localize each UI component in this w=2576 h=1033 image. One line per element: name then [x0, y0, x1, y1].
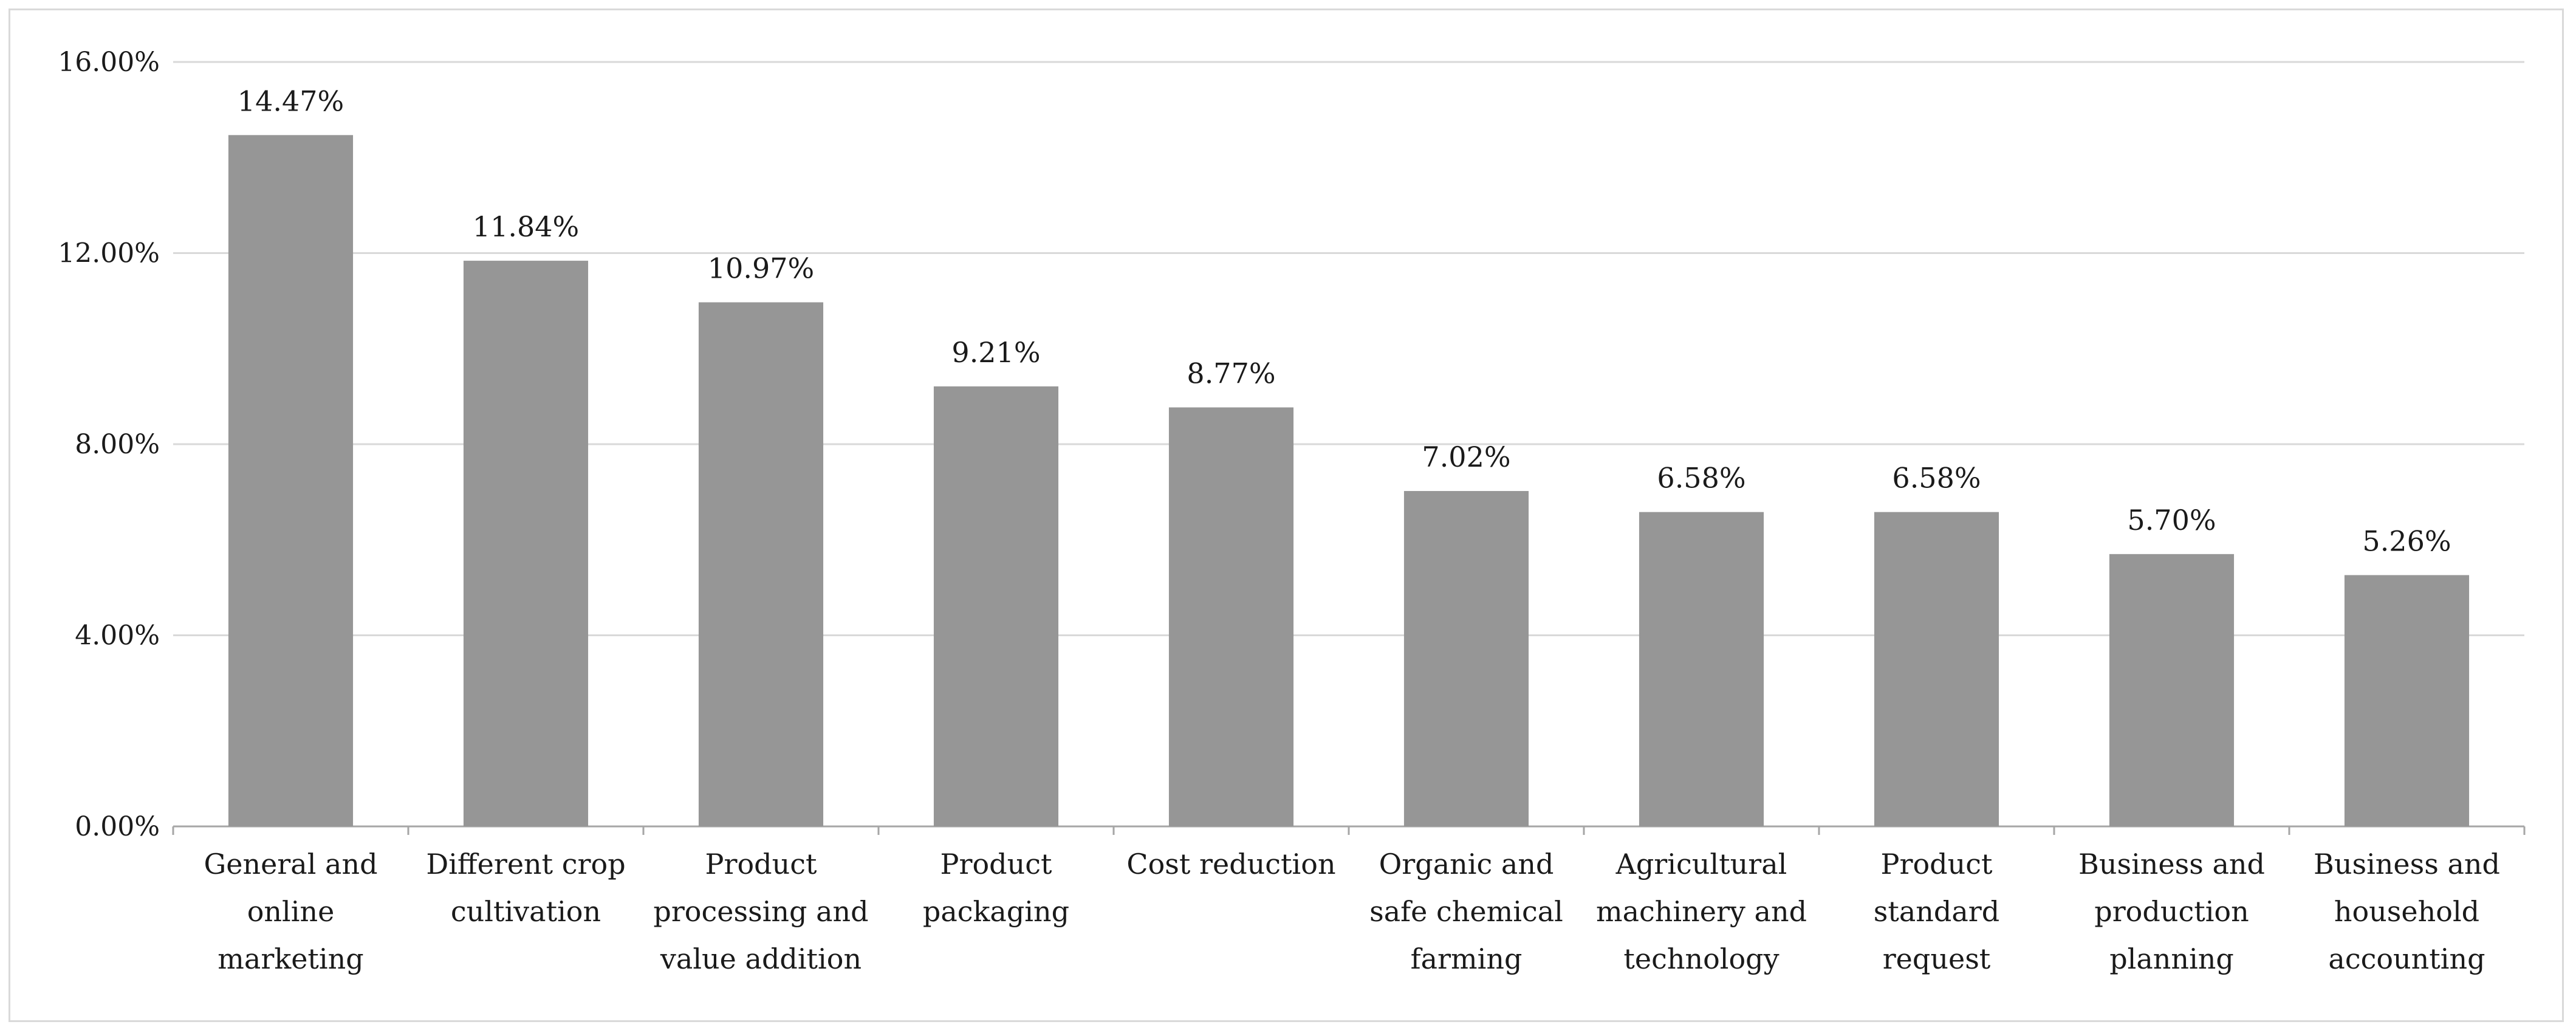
category-label: Business and production planning — [2078, 848, 2265, 975]
bar — [228, 135, 354, 826]
data-label: 11.84% — [473, 210, 579, 243]
data-label: 10.97% — [708, 252, 814, 284]
y-tick-label: 8.00% — [75, 429, 160, 460]
bar — [463, 261, 589, 827]
category-label: Business and household accounting — [2314, 848, 2500, 975]
category-label: Different crop cultivation — [426, 848, 625, 928]
category-label: Product processing and value addition — [653, 848, 868, 975]
y-tick-label: 0.00% — [75, 811, 160, 842]
category-label: General and online marketing — [204, 848, 377, 975]
category-label: Organic and safe chemical farming — [1369, 848, 1563, 975]
bar — [933, 386, 1059, 826]
bar — [1168, 407, 1294, 826]
bar — [1639, 512, 1764, 826]
y-tick-label: 16.00% — [58, 47, 160, 78]
bar — [1874, 512, 1999, 826]
data-label: 8.77% — [1187, 357, 1275, 390]
bar — [698, 302, 824, 826]
category-label: Cost reduction — [1126, 848, 1335, 880]
data-label: 6.58% — [1892, 462, 1981, 495]
category-label: Product packaging — [923, 848, 1069, 928]
bar — [2344, 575, 2470, 826]
data-label: 5.70% — [2127, 504, 2216, 537]
data-label: 14.47% — [238, 84, 344, 117]
y-tick-label: 4.00% — [75, 620, 160, 651]
y-tick-label: 12.00% — [58, 238, 160, 269]
bar — [2109, 554, 2235, 826]
data-label: 5.26% — [2362, 524, 2451, 557]
data-label: 7.02% — [1422, 441, 1510, 473]
category-label: Product standard request — [1874, 848, 1999, 975]
bar — [1403, 491, 1529, 826]
data-label: 9.21% — [951, 336, 1040, 369]
category-label: Agricultural machinery and technology — [1596, 848, 1807, 975]
data-label: 6.58% — [1657, 462, 1745, 495]
